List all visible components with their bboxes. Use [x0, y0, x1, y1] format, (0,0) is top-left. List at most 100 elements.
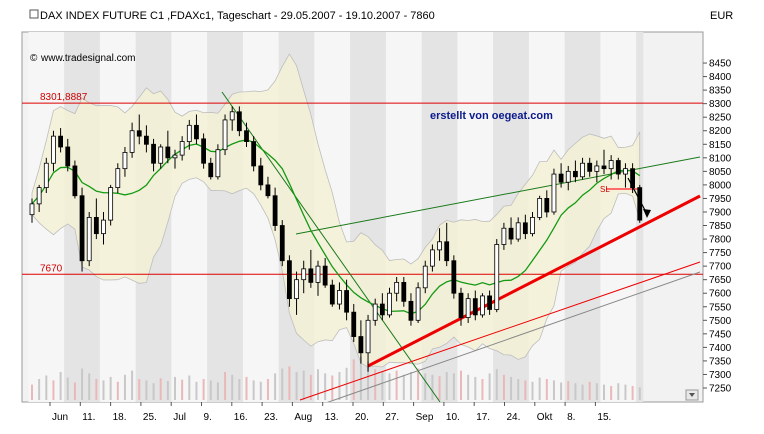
- volume-bar: [259, 381, 262, 400]
- candle-body: [379, 303, 385, 316]
- candle: [272, 187, 278, 231]
- volume-bar: [388, 373, 391, 400]
- candle-body: [286, 260, 292, 300]
- volume-bar: [545, 379, 548, 400]
- candle: [79, 187, 85, 272]
- volume-bar: [31, 384, 33, 400]
- candle: [537, 195, 543, 221]
- candle-body: [372, 303, 378, 321]
- candle-body: [265, 184, 271, 197]
- x-tick-label: 25.: [143, 412, 157, 423]
- volume-bar: [474, 376, 477, 400]
- volume-bar: [116, 381, 119, 400]
- volume-bar: [395, 370, 398, 400]
- x-tick-label: Jun: [52, 412, 68, 423]
- candle: [65, 138, 71, 172]
- candle: [308, 249, 314, 288]
- copyright-icon: ©: [30, 53, 38, 64]
- volume-bar: [252, 380, 255, 400]
- x-tick-label: 10.: [446, 412, 460, 423]
- candle: [415, 282, 421, 324]
- collapse-box-icon[interactable]: [29, 9, 39, 19]
- candle: [623, 163, 628, 188]
- volume-bar: [238, 379, 241, 400]
- candle: [508, 217, 514, 245]
- candle: [93, 198, 99, 240]
- y-tick-label: 8100: [709, 153, 732, 164]
- candle: [101, 211, 106, 245]
- volume-bar: [603, 384, 605, 400]
- trend-lines: [221, 91, 701, 402]
- candle-body: [36, 187, 42, 205]
- candle: [437, 228, 442, 261]
- volume-bar: [624, 384, 627, 400]
- volume-bar: [145, 380, 148, 400]
- volume-bar: [195, 381, 198, 400]
- y-tick-label: 7950: [709, 194, 732, 205]
- volume-bar: [52, 380, 55, 400]
- candle: [487, 290, 493, 315]
- volume-bar: [174, 376, 176, 400]
- volume-bar: [81, 368, 84, 400]
- x-tick-label: 17.: [476, 412, 490, 423]
- candle-body: [487, 295, 493, 310]
- volume-bar: [631, 386, 634, 400]
- candle: [379, 293, 385, 321]
- volume-bar: [638, 387, 641, 400]
- candle-body: [222, 119, 228, 151]
- x-tick-label: Jul: [173, 412, 186, 423]
- candle-body: [401, 281, 407, 302]
- x-tick-label: Sep: [416, 412, 434, 423]
- candle: [594, 160, 600, 183]
- x-tick-label: 23.: [264, 412, 278, 423]
- candle: [358, 320, 364, 364]
- candle: [86, 211, 92, 267]
- volume-bar: [538, 377, 541, 400]
- volume-bar: [567, 381, 570, 400]
- x-tick-label: 9.: [204, 412, 212, 423]
- candle: [451, 255, 457, 299]
- y-tick-label: 8450: [709, 59, 732, 70]
- volume-bar: [502, 374, 505, 400]
- candle: [158, 144, 164, 169]
- x-tick-label: 13.: [325, 412, 339, 423]
- candle-body: [444, 241, 450, 262]
- candle-body: [158, 146, 164, 164]
- y-tick-label: 7900: [709, 207, 732, 218]
- y-tick-label: 7400: [709, 343, 732, 354]
- volume-bar: [588, 381, 591, 400]
- candle-body: [573, 170, 578, 178]
- volume-bar: [45, 375, 48, 400]
- candle-body: [115, 168, 121, 189]
- volume-bar: [123, 374, 126, 400]
- volume-bar: [274, 373, 277, 400]
- scroll-down-icon[interactable]: [689, 393, 695, 397]
- candle-body: [129, 130, 135, 153]
- volume-bar: [481, 379, 484, 400]
- x-tick-label: 20.: [355, 412, 369, 423]
- volume-bar: [59, 372, 62, 400]
- candle: [315, 260, 321, 296]
- candle-body: [508, 227, 514, 240]
- candle-body: [394, 281, 400, 294]
- volume-bar: [610, 386, 613, 400]
- candle: [530, 211, 535, 237]
- candle-body: [472, 298, 478, 316]
- candle-body: [51, 135, 56, 164]
- y-tick-label: 7700: [709, 262, 732, 273]
- volume-bar: [460, 370, 462, 400]
- candle-body: [179, 141, 185, 156]
- y-tick-label: 8250: [709, 113, 732, 124]
- volume-bar: [181, 379, 184, 400]
- candle-body: [172, 154, 178, 159]
- candle: [458, 287, 464, 326]
- candle: [29, 198, 35, 223]
- candle-body: [165, 146, 171, 159]
- candle: [444, 222, 450, 267]
- candle: [194, 114, 199, 145]
- x-tick-label: 16.: [234, 412, 248, 423]
- candle: [615, 157, 621, 180]
- candle-body: [415, 287, 421, 321]
- volume-bar: [531, 381, 534, 400]
- volume-bar: [367, 361, 370, 400]
